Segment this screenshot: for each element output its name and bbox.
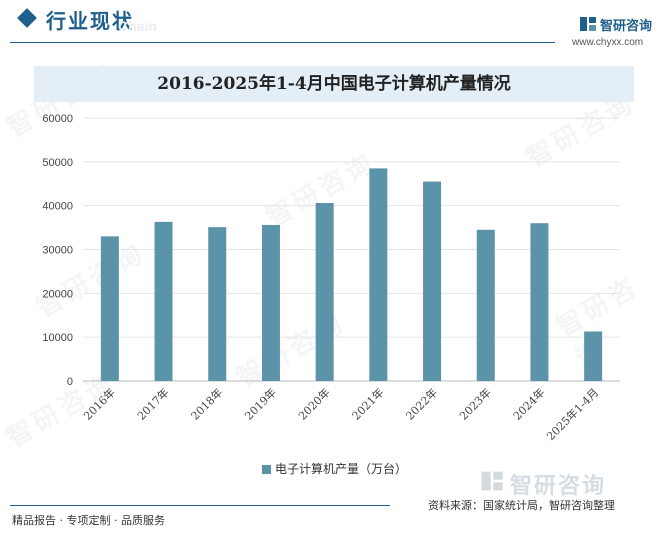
section-title-en: Chain xyxy=(118,18,157,34)
x-tick-label: 2017年 xyxy=(134,385,171,422)
x-tick-label: 2021年 xyxy=(349,385,386,422)
x-tick-label: 2022年 xyxy=(403,385,440,422)
brand-logo-icon xyxy=(580,17,596,31)
brand-url: www.chyxx.com xyxy=(572,37,644,48)
x-tick-label: 2024年 xyxy=(510,385,547,422)
chart-legend: 电子计算机产量（万台） xyxy=(262,460,407,477)
chart-title: 2016-2025年1-4月中国电子计算机产量情况 xyxy=(34,66,634,102)
bar xyxy=(154,221,173,381)
x-tick-label: 2016年 xyxy=(80,385,117,422)
data-source: 资料来源：国家统计局，智研咨询整理 xyxy=(428,499,615,512)
bar xyxy=(584,331,603,381)
x-tick-label: 2025年1-4月 xyxy=(543,385,601,443)
bar xyxy=(208,227,227,381)
y-tick-label: 60000 xyxy=(42,113,73,125)
y-tick-label: 30000 xyxy=(42,245,73,257)
y-tick-label: 10000 xyxy=(42,332,73,344)
x-tick-label: 2018年 xyxy=(188,385,225,422)
bar xyxy=(261,224,280,381)
footer-tagline: 精品报告 · 专项定制 · 品质服务 xyxy=(12,514,165,527)
bar xyxy=(315,203,334,381)
x-tick-label: 2020年 xyxy=(295,385,332,422)
y-tick-label: 50000 xyxy=(42,157,73,169)
bar xyxy=(530,223,549,381)
bar-chart: 0 10000 20000 30000 40000 50000 60000 2016年 2017… xyxy=(42,113,620,443)
bar xyxy=(100,236,119,381)
footer-divider xyxy=(10,505,390,506)
bar xyxy=(476,229,495,381)
legend-swatch xyxy=(262,465,271,474)
section-title: 行业现状 xyxy=(46,9,134,33)
y-tick-label: 40000 xyxy=(42,201,73,213)
y-tick-label: 20000 xyxy=(42,288,73,300)
bar xyxy=(423,181,442,381)
bar xyxy=(369,168,388,381)
brand-name: 智研咨询 xyxy=(600,19,653,34)
header-divider xyxy=(10,42,555,43)
footer-brand-logo-icon xyxy=(481,471,503,491)
header: 行业现状 Chain 智研咨询 www.chyxx.com xyxy=(0,0,667,56)
legend-label: 电子计算机产量（万台） xyxy=(275,462,408,476)
x-tick-label: 2019年 xyxy=(242,385,279,422)
diamond-icon xyxy=(17,8,37,28)
y-tick-label: 0 xyxy=(67,376,73,388)
x-tick-label: 2023年 xyxy=(456,385,493,422)
footer-brand-name: 智研咨询 xyxy=(510,474,607,499)
